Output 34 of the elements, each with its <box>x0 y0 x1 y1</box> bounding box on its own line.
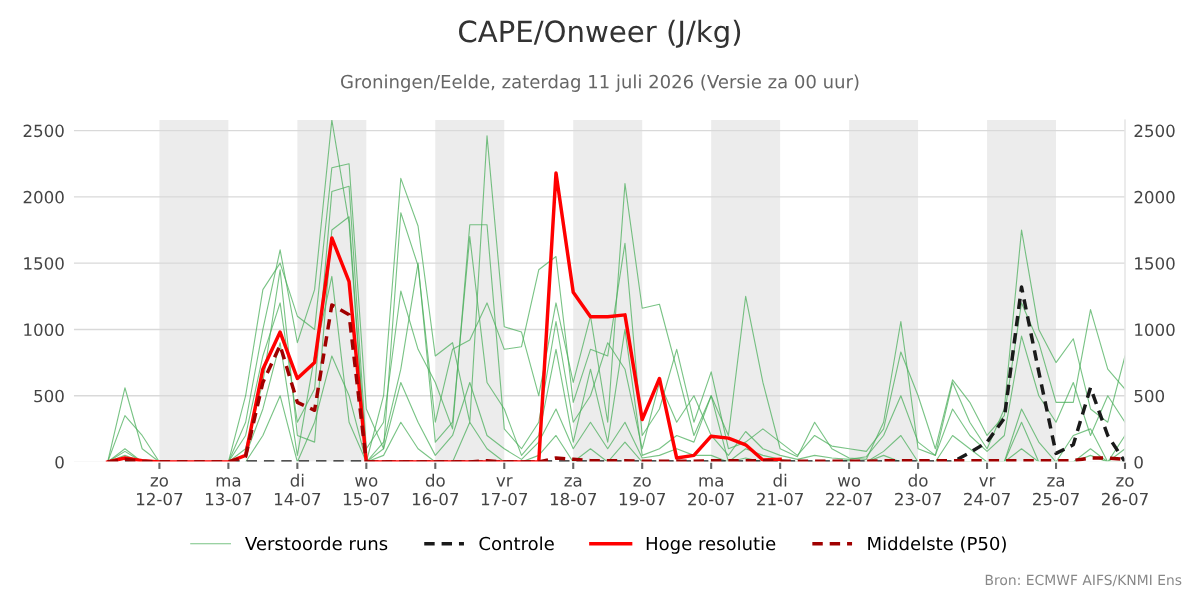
y2-tick-label: 2500 <box>1134 124 1175 138</box>
x-tick-label: ma 13-07 <box>206 477 252 506</box>
x-tick-label: za 18-07 <box>550 477 597 506</box>
x-tick-label: do 23-07 <box>895 473 941 506</box>
x-tick-label: vr 17-07 <box>481 477 528 506</box>
y2-tick-label: 1500 <box>1135 257 1175 270</box>
y2-tick-label: 500 <box>1134 389 1165 403</box>
legend-label: Hoge resolutie <box>646 536 776 554</box>
y2-tick-label: 1000 <box>1135 323 1175 337</box>
x-tick-label: vr 24-07 <box>964 477 1010 506</box>
y-tick-label: 2000 <box>23 190 64 204</box>
x-tick-label: di 21-07 <box>757 473 803 506</box>
x-tick-label: zo 26-07 <box>1102 477 1148 506</box>
x-tick-label: wo 22-07 <box>826 477 872 506</box>
x-tick-label: di 14-07 <box>274 473 321 506</box>
text: Bron: ECMWF AIFS/KNMI Ens <box>985 574 1182 587</box>
x-tick-label: ma 20-07 <box>688 477 734 506</box>
y-tick-label: 1000 <box>24 323 64 337</box>
y2-tick-label: 2000 <box>1134 190 1175 204</box>
y-tick-label: 500 <box>34 389 64 403</box>
legend-label: Middelste (P50) <box>868 536 1006 553</box>
chart-subtitle: Groningen/Eelde, zaterdag 11 juli 2026 (Versie za 00 uur) <box>341 74 859 92</box>
x-tick-label: do 16-07 <box>412 473 459 506</box>
y-tick-label: 0 <box>55 455 64 469</box>
x-tick-label: zo 19-07 <box>619 477 665 506</box>
legend-label: Controle <box>479 536 554 551</box>
y-tick-label: 2500 <box>23 124 64 138</box>
y2-tick-label: 0 <box>1134 455 1143 469</box>
chart-title: CAPE/Onweer (J/kg) <box>459 19 741 49</box>
x-tick-label: zo 12-07 <box>137 477 183 506</box>
x-tick-label: za 25-07 <box>1033 477 1079 506</box>
x-tick-label: wo 15-07 <box>343 477 390 506</box>
legend-label: Verstoorde runs <box>245 536 388 551</box>
y-tick-label: 1500 <box>24 257 64 270</box>
